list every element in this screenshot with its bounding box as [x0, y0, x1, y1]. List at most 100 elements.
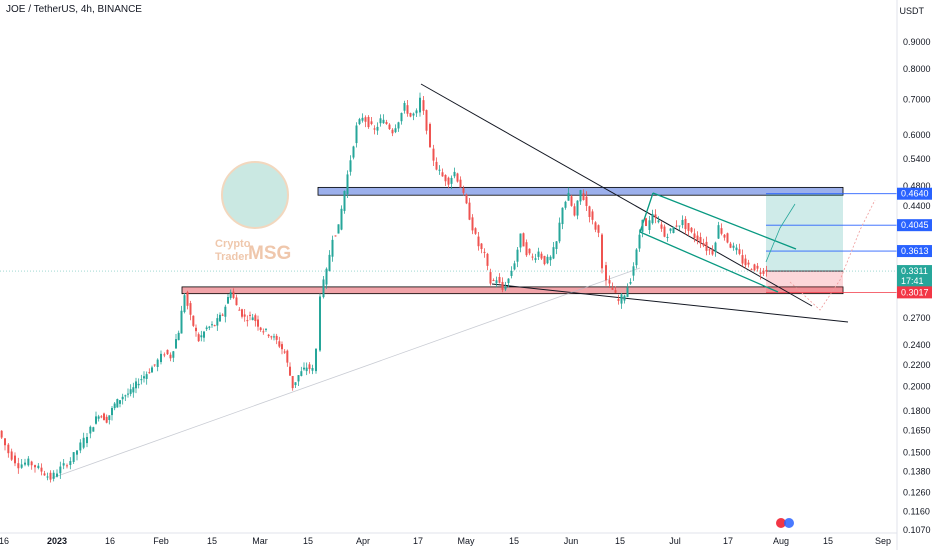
- candle-body: [145, 374, 148, 379]
- candle-body: [605, 265, 607, 281]
- loss-area[interactable]: [766, 271, 843, 293]
- candle-body: [305, 367, 308, 372]
- candle-body: [311, 368, 314, 371]
- event-flags[interactable]: [776, 518, 794, 528]
- x-tick-label: 15: [509, 536, 519, 546]
- candle-body: [343, 190, 346, 211]
- flag-icon-1[interactable]: [776, 518, 786, 528]
- candle-body: [140, 379, 143, 381]
- candle-body: [0, 430, 3, 438]
- bar-countdown: 17:41: [901, 276, 924, 286]
- candle-body: [558, 222, 561, 242]
- candle-body: [409, 113, 412, 117]
- channel-lower-line[interactable]: [639, 231, 779, 293]
- candle-body: [693, 233, 696, 239]
- candle-body: [124, 395, 127, 397]
- candle-body: [208, 326, 211, 328]
- candle-body: [95, 416, 97, 424]
- price-axis[interactable]: 0.9000 0.8000 0.7000 0.6000 0.5400 0.4800 0.44…: [896, 0, 931, 550]
- candle-body: [459, 179, 462, 188]
- candle-body: [675, 225, 678, 227]
- descending-trendline[interactable]: [420, 83, 813, 307]
- candle-body: [635, 249, 638, 266]
- candle-body: [687, 223, 690, 231]
- candle-body: [113, 403, 116, 409]
- candle-body: [717, 225, 720, 239]
- candle-body: [422, 100, 425, 111]
- candle-body: [573, 206, 576, 216]
- candle-body: [241, 309, 243, 317]
- last-price-value: 0.3311: [901, 266, 928, 276]
- candle-body: [681, 219, 684, 226]
- candle-body: [143, 376, 145, 379]
- candle-body: [438, 169, 441, 171]
- channel-upper-line[interactable]: [652, 192, 797, 250]
- candle-body: [594, 222, 597, 230]
- candle-body: [337, 224, 340, 234]
- candle-body: [425, 110, 428, 131]
- candle-body: [468, 202, 471, 220]
- candle-body: [364, 117, 367, 122]
- candle-body: [203, 331, 205, 338]
- candle-body: [62, 463, 65, 466]
- x-tick-label: 15: [303, 536, 313, 546]
- candle-body: [197, 334, 200, 342]
- candle-body: [397, 122, 400, 129]
- long-position-tool[interactable]: [0, 193, 897, 293]
- time-axis[interactable]: 16 2023 16 Feb 15 Mar 15 Apr 17 May 15 Jun 15 Jul 17 Au…: [0, 532, 897, 546]
- y-tick-label: 0.1500: [903, 448, 931, 458]
- long-term-support-line[interactable]: [51, 267, 641, 479]
- x-tick-label: 15: [207, 536, 217, 546]
- candle-body: [629, 282, 632, 284]
- candle-body: [322, 279, 325, 298]
- candle-body: [462, 187, 465, 193]
- price-tag: [897, 245, 932, 258]
- candle-body: [10, 451, 13, 460]
- candle-body: [741, 255, 744, 264]
- candle-body: [163, 354, 166, 356]
- candle-body: [86, 436, 88, 444]
- candle-body: [66, 465, 68, 467]
- candle-body: [291, 375, 294, 389]
- candle-body: [172, 351, 175, 358]
- candle-body: [189, 303, 192, 315]
- candle-body: [331, 239, 334, 257]
- candle-body: [588, 206, 591, 217]
- lower-wedge-line[interactable]: [491, 283, 849, 323]
- trendlines-layer[interactable]: [51, 83, 849, 479]
- candle-body: [391, 129, 394, 134]
- candle-body: [349, 160, 352, 172]
- candle-body: [477, 236, 480, 247]
- candle-body: [567, 192, 570, 201]
- profit-area[interactable]: [766, 193, 843, 272]
- x-tick-label: 17: [723, 536, 733, 546]
- y-tick-label: 0.1380: [903, 467, 931, 477]
- candle-body: [415, 110, 418, 114]
- price-tag-label: 0.4045: [901, 220, 929, 230]
- candle-body: [249, 314, 251, 316]
- candle-body: [750, 269, 753, 271]
- flag-icon-2[interactable]: [784, 518, 794, 528]
- x-tick-label: Aug: [773, 536, 789, 546]
- candle-body: [617, 299, 620, 301]
- candle-body: [723, 234, 726, 238]
- price-tag: [897, 187, 932, 200]
- candle-body: [119, 400, 121, 404]
- candle-body: [17, 463, 20, 469]
- x-tick-label: 15: [823, 536, 833, 546]
- candle-body: [720, 228, 723, 234]
- x-tick-label: 17: [413, 536, 423, 546]
- candle-body: [129, 389, 132, 394]
- candle-body: [265, 328, 267, 330]
- candle-body: [492, 280, 495, 282]
- candle-body: [489, 272, 492, 284]
- candle-body: [620, 294, 623, 304]
- y-tick-label: 0.8000: [903, 64, 931, 74]
- candle-body: [626, 287, 629, 298]
- candle-body: [303, 367, 305, 370]
- candle-body: [537, 251, 540, 257]
- candle-body: [325, 268, 328, 285]
- candle-body: [696, 235, 699, 241]
- candle-body: [382, 119, 385, 124]
